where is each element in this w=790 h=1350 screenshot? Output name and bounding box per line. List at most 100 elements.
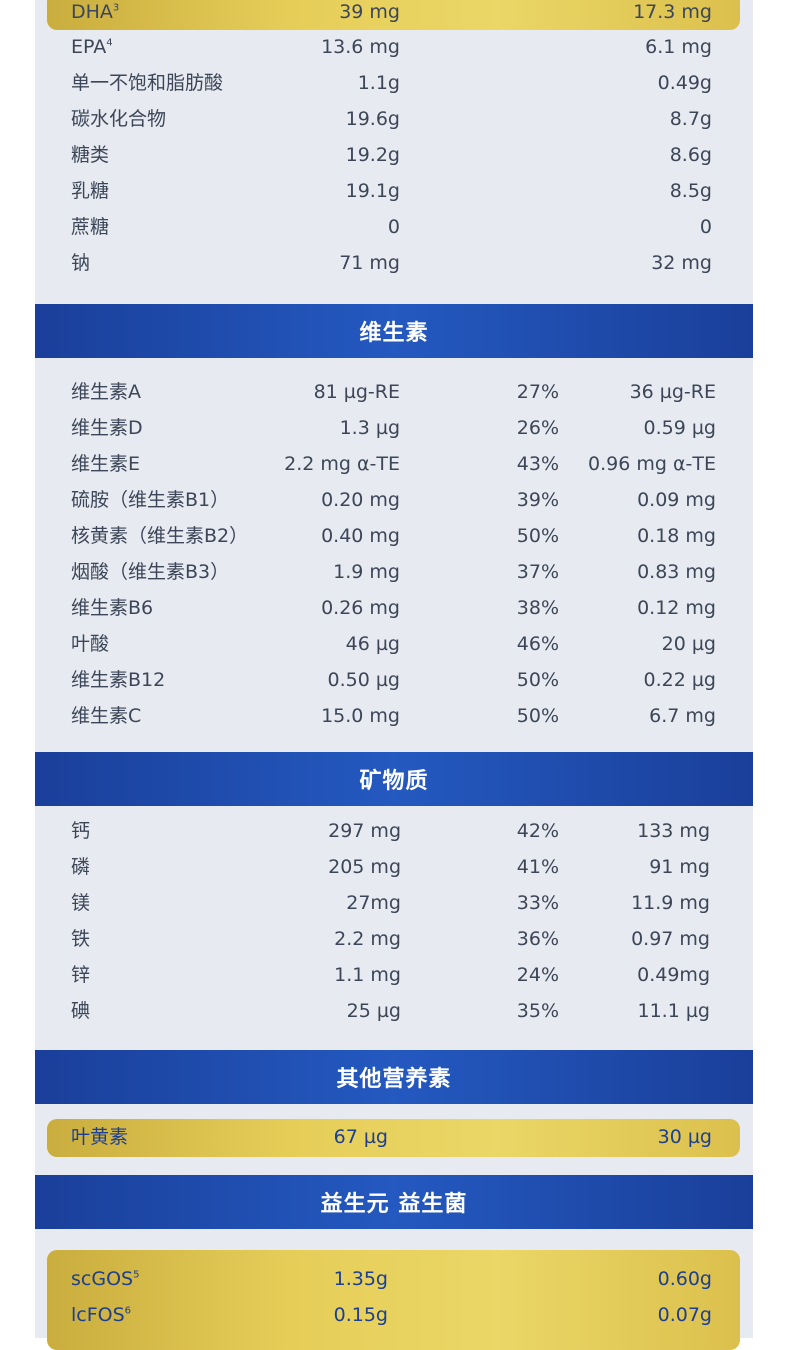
value-per-100ml: 19.2g <box>345 144 400 166</box>
table-row: 铁 2.2 mg 36% 0.97 mg <box>0 921 790 957</box>
nrv-percent: 39% <box>516 489 559 511</box>
table-row: 碘 25 µg 35% 11.1 µg <box>0 993 790 1029</box>
value-per-serving: 17.3 mg <box>633 1 712 23</box>
nutrient-name: EPA4 <box>71 36 113 58</box>
nrv-percent: 41% <box>516 856 559 878</box>
table-row: lcFOS6 0.15g 0.07g <box>0 1297 790 1333</box>
nutrient-name: 锌 <box>71 964 91 986</box>
table-row: 叶黄素 67 µg 30 µg <box>0 1119 790 1155</box>
value-per-serving: 0.60g <box>657 1268 712 1290</box>
nrv-percent: 46% <box>516 633 559 655</box>
table-row: 钙 297 mg 42% 133 mg <box>0 813 790 849</box>
table-row: 烟酸（维生素B3） 1.9 mg 37% 0.83 mg <box>0 554 790 590</box>
nutrient-name: 维生素B6 <box>71 597 154 619</box>
section-header-probiotics: 益生元 益生菌 <box>35 1175 753 1229</box>
value-per-100ml: 1.1g <box>357 72 400 94</box>
value-per-serving: 8.7g <box>669 108 712 130</box>
nutrient-name: 碳水化合物 <box>71 108 167 130</box>
value-per-100ml: 1.3 µg <box>339 417 400 439</box>
value-per-serving: 11.9 mg <box>631 892 710 914</box>
nrv-percent: 50% <box>516 525 559 547</box>
table-row: 维生素E 2.2 mg α-TE 43% 0.96 mg α-TE <box>0 446 790 482</box>
table-row: 钠 71 mg 32 mg <box>0 245 790 281</box>
section-header-other-nutrients: 其他营养素 <box>35 1050 753 1104</box>
value-per-serving: 133 mg <box>637 820 710 842</box>
nutrient-name: 单一不饱和脂肪酸 <box>71 72 224 94</box>
table-row: 核黄素（维生素B2） 0.40 mg 50% 0.18 mg <box>0 518 790 554</box>
nrv-percent: 50% <box>516 705 559 727</box>
nutrient-name: 铁 <box>71 928 91 950</box>
nutrient-name: 钙 <box>71 820 91 842</box>
nrv-percent: 42% <box>516 820 559 842</box>
nrv-percent: 35% <box>516 1000 559 1022</box>
value-per-100ml: 19.6g <box>345 108 400 130</box>
table-row: 单一不饱和脂肪酸 1.1g 0.49g <box>0 65 790 101</box>
value-per-serving: 0.83 mg <box>637 561 716 583</box>
value-per-serving: 0.22 µg <box>643 669 717 691</box>
table-row: 糖类 19.2g 8.6g <box>0 137 790 173</box>
nutrient-name: 镁 <box>71 892 91 914</box>
table-row: 蔗糖 0 0 <box>0 209 790 245</box>
value-per-serving: 0.59 µg <box>643 417 717 439</box>
value-per-100ml: 71 mg <box>339 252 400 274</box>
value-per-100ml: 46 µg <box>345 633 400 655</box>
value-per-100ml: 0.20 mg <box>321 489 400 511</box>
vitamins-panel <box>35 358 753 752</box>
table-row: 维生素C 15.0 mg 50% 6.7 mg <box>0 698 790 734</box>
value-per-100ml: 0.50 µg <box>327 669 401 691</box>
value-per-serving: 8.5g <box>669 180 712 202</box>
nutrient-name: 维生素C <box>71 705 142 727</box>
table-row: 硫胺（维生素B1） 0.20 mg 39% 0.09 mg <box>0 482 790 518</box>
nrv-percent: 43% <box>516 453 559 475</box>
nutrient-name: 乳糖 <box>71 180 110 202</box>
value-per-serving: 0 <box>699 216 712 238</box>
table-row: 碳水化合物 19.6g 8.7g <box>0 101 790 137</box>
table-row: 维生素A 81 µg-RE 27% 36 µg-RE <box>0 374 790 410</box>
value-per-100ml: 0.15g <box>333 1304 388 1326</box>
nutrient-name: 叶黄素 <box>71 1126 129 1148</box>
value-per-serving: 8.6g <box>669 144 712 166</box>
nutrient-name: 烟酸（维生素B3） <box>71 561 230 583</box>
minerals-panel <box>35 806 753 1050</box>
table-row: 叶酸 46 µg 46% 20 µg <box>0 626 790 662</box>
value-per-100ml: 1.9 mg <box>333 561 400 583</box>
value-per-100ml: 19.1g <box>345 180 400 202</box>
nrv-percent: 33% <box>516 892 559 914</box>
table-row: 维生素D 1.3 µg 26% 0.59 µg <box>0 410 790 446</box>
table-row: EPA4 13.6 mg 6.1 mg <box>0 29 790 65</box>
value-per-serving: 0.18 mg <box>637 525 716 547</box>
table-row: 镁 27mg 33% 11.9 mg <box>0 885 790 921</box>
nutrient-name: 糖类 <box>71 144 110 166</box>
value-per-100ml: 39 mg <box>339 1 400 23</box>
value-per-100ml: 297 mg <box>328 820 401 842</box>
nrv-percent: 24% <box>516 964 559 986</box>
value-per-100ml: 2.2 mg α-TE <box>284 453 400 475</box>
nutrient-name: 碘 <box>71 1000 91 1022</box>
section-header-vitamins: 维生素 <box>35 304 753 358</box>
value-per-serving: 0.96 mg α-TE <box>588 453 716 475</box>
nrv-percent: 26% <box>516 417 559 439</box>
value-per-serving: 0.97 mg <box>631 928 710 950</box>
nutrient-name: 维生素B12 <box>71 669 166 691</box>
value-per-serving: 20 µg <box>661 633 716 655</box>
value-per-serving: 0.09 mg <box>637 489 716 511</box>
value-per-100ml: 0.40 mg <box>321 525 400 547</box>
value-per-100ml: 1.1 mg <box>334 964 401 986</box>
value-per-serving: 36 µg-RE <box>629 381 716 403</box>
value-per-serving: 6.7 mg <box>649 705 716 727</box>
nutrient-name: 核黄素（维生素B2） <box>71 525 249 547</box>
highlight-dha <box>47 0 740 30</box>
highlight-lutein <box>47 1119 740 1157</box>
nutrient-name: 钠 <box>71 252 91 274</box>
value-per-serving: 0.07g <box>657 1304 712 1326</box>
value-per-100ml: 81 µg-RE <box>313 381 400 403</box>
value-per-100ml: 27mg <box>346 892 401 914</box>
value-per-100ml: 1.35g <box>333 1268 388 1290</box>
value-per-serving: 6.1 mg <box>645 36 712 58</box>
nutrient-name: 维生素D <box>71 417 143 439</box>
top-panel <box>35 0 753 304</box>
nutrient-name: 维生素E <box>71 453 141 475</box>
value-per-100ml: 0.26 mg <box>321 597 400 619</box>
table-row: 磷 205 mg 41% 91 mg <box>0 849 790 885</box>
value-per-100ml: 25 µg <box>346 1000 401 1022</box>
